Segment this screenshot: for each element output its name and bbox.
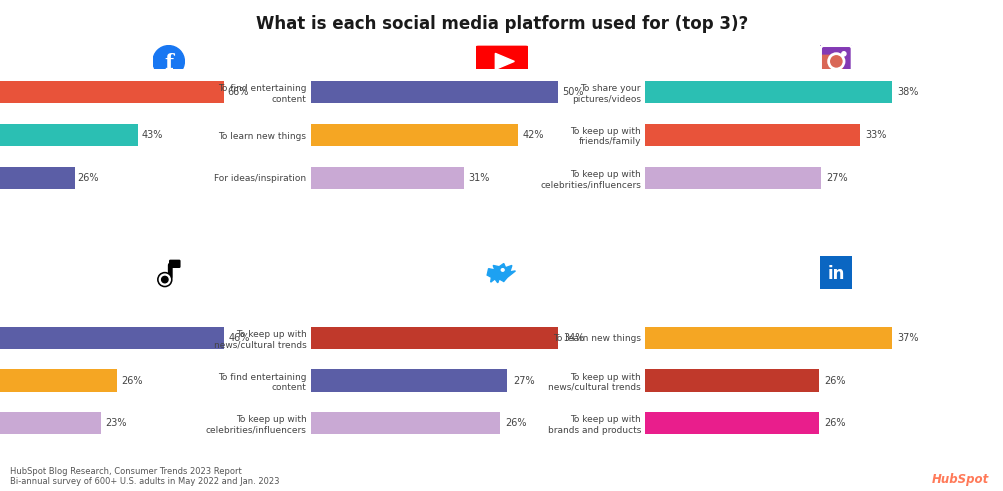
Bar [0, 412, 101, 435]
Bar [645, 124, 859, 146]
Bar [311, 369, 507, 392]
Text: 33%: 33% [864, 130, 886, 140]
FancyBboxPatch shape [817, 55, 843, 79]
Text: 37%: 37% [897, 333, 918, 343]
Bar [645, 412, 817, 435]
Bar [645, 327, 892, 349]
FancyBboxPatch shape [815, 42, 856, 81]
Text: 23%: 23% [105, 418, 126, 428]
Circle shape [841, 52, 846, 56]
Circle shape [152, 46, 185, 77]
Text: 42%: 42% [522, 130, 544, 140]
Bar [0, 369, 117, 392]
Text: HubSpot: HubSpot [931, 473, 988, 486]
Text: 27%: 27% [513, 376, 534, 385]
Text: 66%: 66% [228, 87, 249, 97]
Circle shape [500, 269, 504, 271]
Text: 43%: 43% [141, 130, 162, 140]
Bar [311, 166, 463, 189]
Text: 26%: 26% [121, 376, 142, 385]
Bar [311, 81, 558, 104]
Polygon shape [486, 264, 515, 283]
Text: 27%: 27% [825, 173, 847, 183]
Text: HubSpot Blog Research, Consumer Trends 2023 Report
Bi-annual survey of 600+ U.S.: HubSpot Blog Research, Consumer Trends 2… [10, 466, 279, 486]
Bar [0, 81, 225, 104]
Text: 38%: 38% [897, 87, 918, 97]
Bar [311, 327, 558, 349]
Text: 31%: 31% [467, 173, 488, 183]
Bar [0, 166, 74, 189]
Text: in: in [826, 265, 845, 283]
Bar [645, 81, 892, 104]
Bar [311, 124, 518, 146]
Circle shape [157, 273, 172, 287]
FancyBboxPatch shape [169, 260, 181, 268]
Text: 46%: 46% [229, 333, 250, 343]
Text: What is each social media platform used for (top 3)?: What is each social media platform used … [256, 15, 747, 33]
FancyBboxPatch shape [474, 46, 529, 77]
Bar [311, 412, 499, 435]
Text: 34%: 34% [563, 333, 585, 343]
Text: 26%: 26% [505, 418, 527, 428]
Bar [645, 369, 817, 392]
Bar [0, 124, 138, 146]
Text: 26%: 26% [823, 376, 845, 385]
FancyBboxPatch shape [817, 254, 854, 291]
Circle shape [159, 274, 171, 285]
Text: 26%: 26% [823, 418, 845, 428]
Bar [0, 327, 225, 349]
Circle shape [161, 276, 168, 283]
Bar [645, 166, 819, 189]
Text: f: f [164, 53, 173, 73]
Polygon shape [494, 54, 514, 69]
Text: 50%: 50% [562, 87, 583, 97]
Text: 26%: 26% [77, 173, 99, 183]
